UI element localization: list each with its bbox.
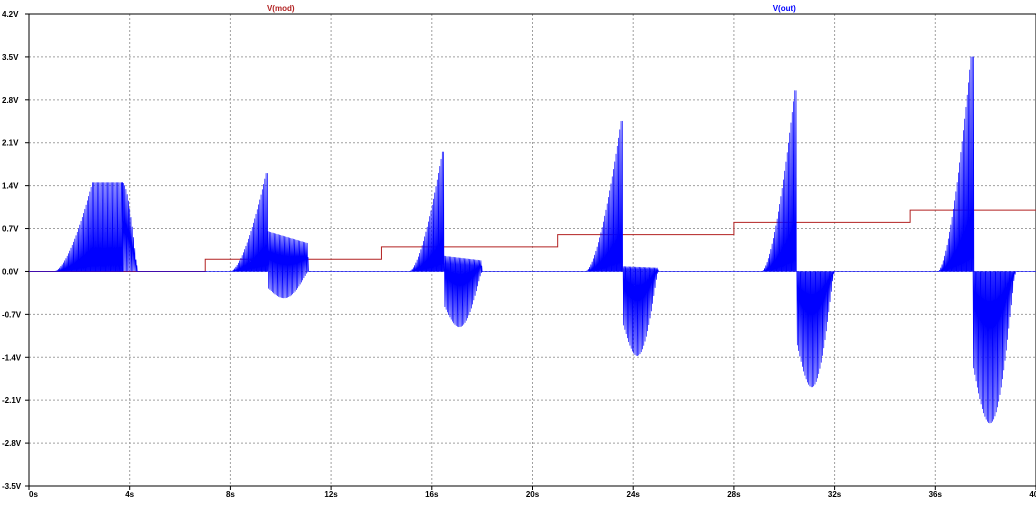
trace-title[interactable]: V(mod): [267, 4, 295, 13]
series-out-trace: [29, 56, 1036, 424]
series-traces: [29, 56, 1036, 424]
x-tick-label: 40s: [1029, 490, 1036, 499]
x-tick-label: 0s: [29, 490, 38, 499]
y-tick-label: 1.4V: [2, 182, 19, 191]
y-tick-label: 2.1V: [2, 139, 19, 148]
y-tick-label: 4.2V: [2, 10, 19, 19]
y-tick-label: -2.1V: [2, 396, 22, 405]
y-tick-label: 0.0V: [2, 267, 19, 276]
x-tick-label: 36s: [929, 490, 943, 499]
x-tick-label: 32s: [828, 490, 842, 499]
y-tick-label: 2.8V: [2, 96, 19, 105]
y-tick-label: -3.5V: [2, 482, 22, 491]
x-tick-label: 28s: [727, 490, 741, 499]
series-mod-trace: [29, 209, 1036, 272]
y-tick-label: 0.7V: [2, 225, 19, 234]
x-tick-label: 16s: [425, 490, 439, 499]
trace-title[interactable]: V(out): [773, 4, 796, 13]
y-tick-label: -0.7V: [2, 310, 22, 319]
x-tick-label: 8s: [226, 490, 235, 499]
y-tick-label: -2.8V: [2, 439, 22, 448]
tick-labels: 0s 4s 8s 12s 16s 20s 24s 28s 32s 36s 40s 4.2V 3.5V 2.…: [2, 10, 1036, 499]
x-tick-label: 20s: [526, 490, 540, 499]
plot-frame: [28, 13, 1036, 487]
axes: [25, 13, 1036, 490]
y-tick-label: 3.5V: [2, 53, 19, 62]
x-tick-label: 4s: [125, 490, 134, 499]
x-tick-label: 12s: [324, 490, 338, 499]
trace-titles: V(mod) V(out): [267, 4, 796, 13]
y-tick-label: -1.4V: [2, 353, 22, 362]
x-tick-label: 24s: [627, 490, 641, 499]
